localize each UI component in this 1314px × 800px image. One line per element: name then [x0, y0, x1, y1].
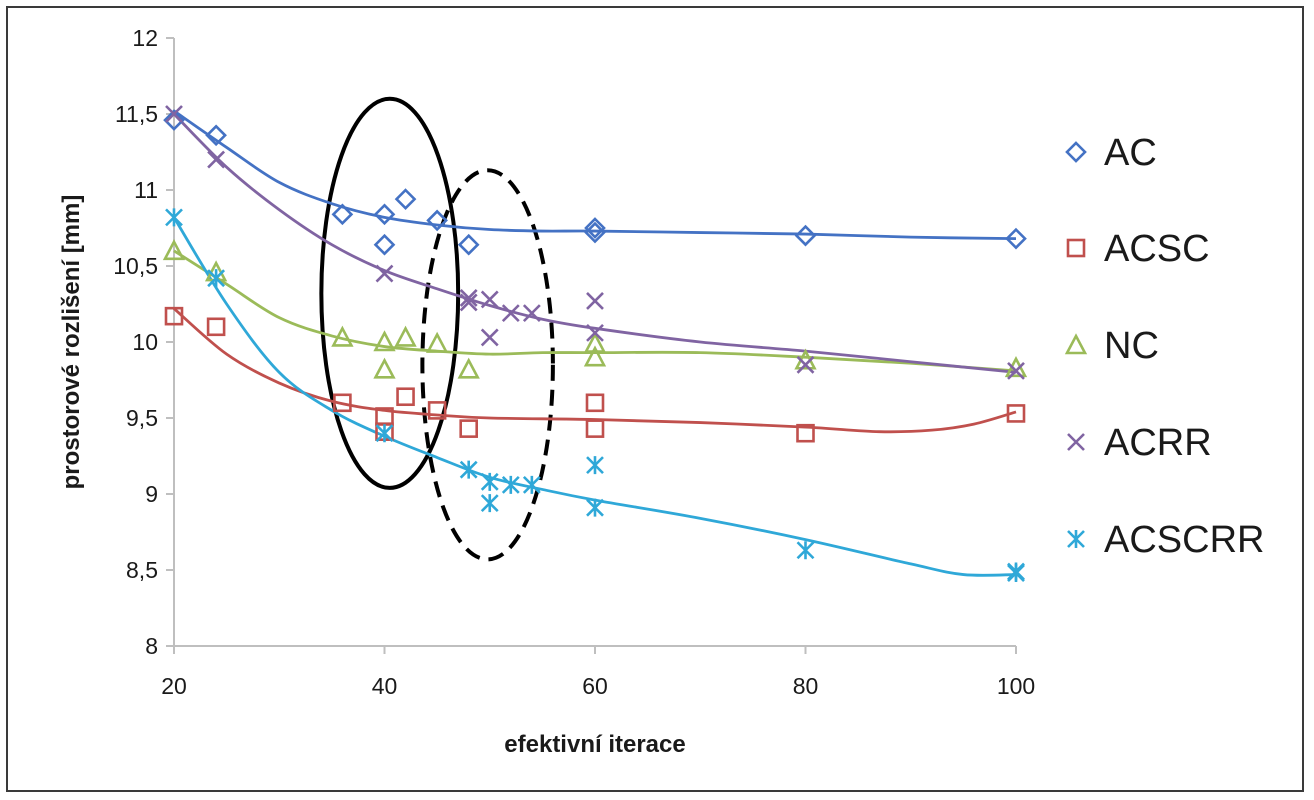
point-acsc: [1006, 404, 1026, 423]
point-acrr: [375, 264, 394, 283]
y-tick-label: 10: [132, 329, 158, 355]
legend-marker-acrr: [1067, 433, 1085, 451]
x-tick-label: 80: [793, 673, 819, 699]
point-acrr: [207, 150, 226, 169]
x-tick-label: 100: [997, 673, 1035, 699]
point-acsc: [396, 387, 415, 407]
point-ac: [394, 188, 417, 210]
point-acrr: [480, 290, 499, 309]
point-nc: [331, 325, 354, 347]
x-tick-label: 40: [372, 673, 398, 699]
point-acsc: [333, 393, 352, 413]
y-tick-label: 8,5: [126, 557, 158, 583]
point-ac: [331, 203, 354, 226]
point-acrr: [522, 304, 541, 323]
point-nc: [425, 331, 449, 353]
point-acrr: [459, 289, 478, 307]
point-acscrr: [501, 475, 520, 494]
point-nc: [457, 357, 480, 379]
point-acscrr: [1007, 564, 1025, 583]
point-acscrr: [480, 494, 499, 513]
point-acscrr: [375, 424, 394, 443]
legend-marker-acscrr: [1067, 530, 1085, 548]
legend-label-nc: NC: [1104, 325, 1159, 367]
legend-marker-nc: [1064, 333, 1088, 355]
point-acscrr: [522, 475, 541, 494]
point-acrr: [480, 328, 499, 347]
point-nc: [373, 330, 396, 352]
dashed-ellipse-annotation: [420, 168, 555, 562]
point-acsc: [427, 401, 447, 420]
trend-line-acsc: [173, 307, 1017, 434]
point-ac: [373, 233, 396, 256]
y-tick-label: 11: [134, 177, 158, 203]
trend-lines: [172, 109, 1017, 577]
point-acrr: [459, 293, 478, 312]
y-tick-label: 8: [145, 633, 158, 659]
x-axis-title: efektivní iterace: [504, 731, 685, 758]
x-ticks: 20 40 60 80 100: [161, 646, 1035, 699]
point-acsc: [796, 423, 815, 443]
legend-label-acscrr: ACSCRR: [1104, 519, 1264, 561]
point-ac: [584, 221, 606, 244]
point-acrr: [165, 105, 183, 123]
point-nc: [583, 331, 607, 353]
y-axis-title: prostorové rozlišení [mm]: [58, 195, 85, 490]
x-tick-label: 20: [161, 673, 187, 699]
point-acscrr: [586, 498, 604, 517]
point-acsc: [206, 317, 226, 337]
trend-line-ac: [173, 109, 1017, 241]
point-ac: [457, 233, 480, 256]
point-acscrr: [165, 208, 183, 227]
trend-line-acscrr: [172, 216, 1017, 577]
y-tick-label: 11,5: [115, 101, 158, 127]
y-tick-label: 10,5: [113, 253, 158, 279]
legend: AC ACSC NC ACRR ACSCRR: [1064, 132, 1264, 561]
point-nc: [373, 357, 396, 379]
point-ac: [373, 203, 396, 226]
data-markers: [162, 105, 1028, 583]
trend-line-nc: [173, 249, 1017, 373]
axes: [173, 38, 1016, 647]
y-tick-label: 12: [132, 25, 158, 51]
y-ticks: 8 8,5 9 9,5 10 10,5 11 11,5 12: [113, 25, 174, 659]
point-acscrr: [586, 456, 604, 475]
point-acrr: [1007, 361, 1025, 380]
point-acscrr: [459, 460, 478, 479]
point-acrr: [796, 355, 815, 374]
legend-label-acsc: ACSC: [1104, 228, 1210, 270]
legend-marker-acsc: [1066, 238, 1086, 258]
point-acscrr: [796, 541, 815, 560]
point-acrr: [586, 292, 604, 310]
point-acrr: [501, 304, 520, 323]
y-tick-label: 9,5: [126, 405, 158, 431]
point-acrr: [586, 323, 604, 342]
x-tick-label: 60: [582, 673, 608, 699]
point-nc: [394, 325, 417, 347]
point-nc: [583, 345, 607, 367]
legend-label-acrr: ACRR: [1104, 422, 1212, 464]
point-nc: [162, 239, 186, 261]
legend-marker-ac: [1065, 141, 1087, 163]
point-ac: [426, 209, 448, 232]
point-acsc: [585, 393, 605, 413]
solid-ellipse-annotation: [319, 96, 461, 490]
point-acscrr: [480, 472, 499, 491]
annotations: [319, 96, 555, 562]
point-acsc: [164, 306, 184, 326]
point-acsc: [585, 419, 605, 438]
point-ac: [163, 109, 185, 131]
point-ac: [584, 217, 606, 239]
legend-label-ac: AC: [1104, 132, 1157, 174]
point-ac: [205, 124, 227, 147]
point-acsc: [459, 419, 479, 438]
point-nc: [1004, 356, 1028, 378]
point-ac: [1005, 227, 1027, 250]
point-ac: [794, 224, 817, 247]
point-acscrr: [207, 269, 226, 288]
trend-line-acrr: [173, 113, 1017, 374]
y-tick-label: 9: [145, 481, 158, 507]
